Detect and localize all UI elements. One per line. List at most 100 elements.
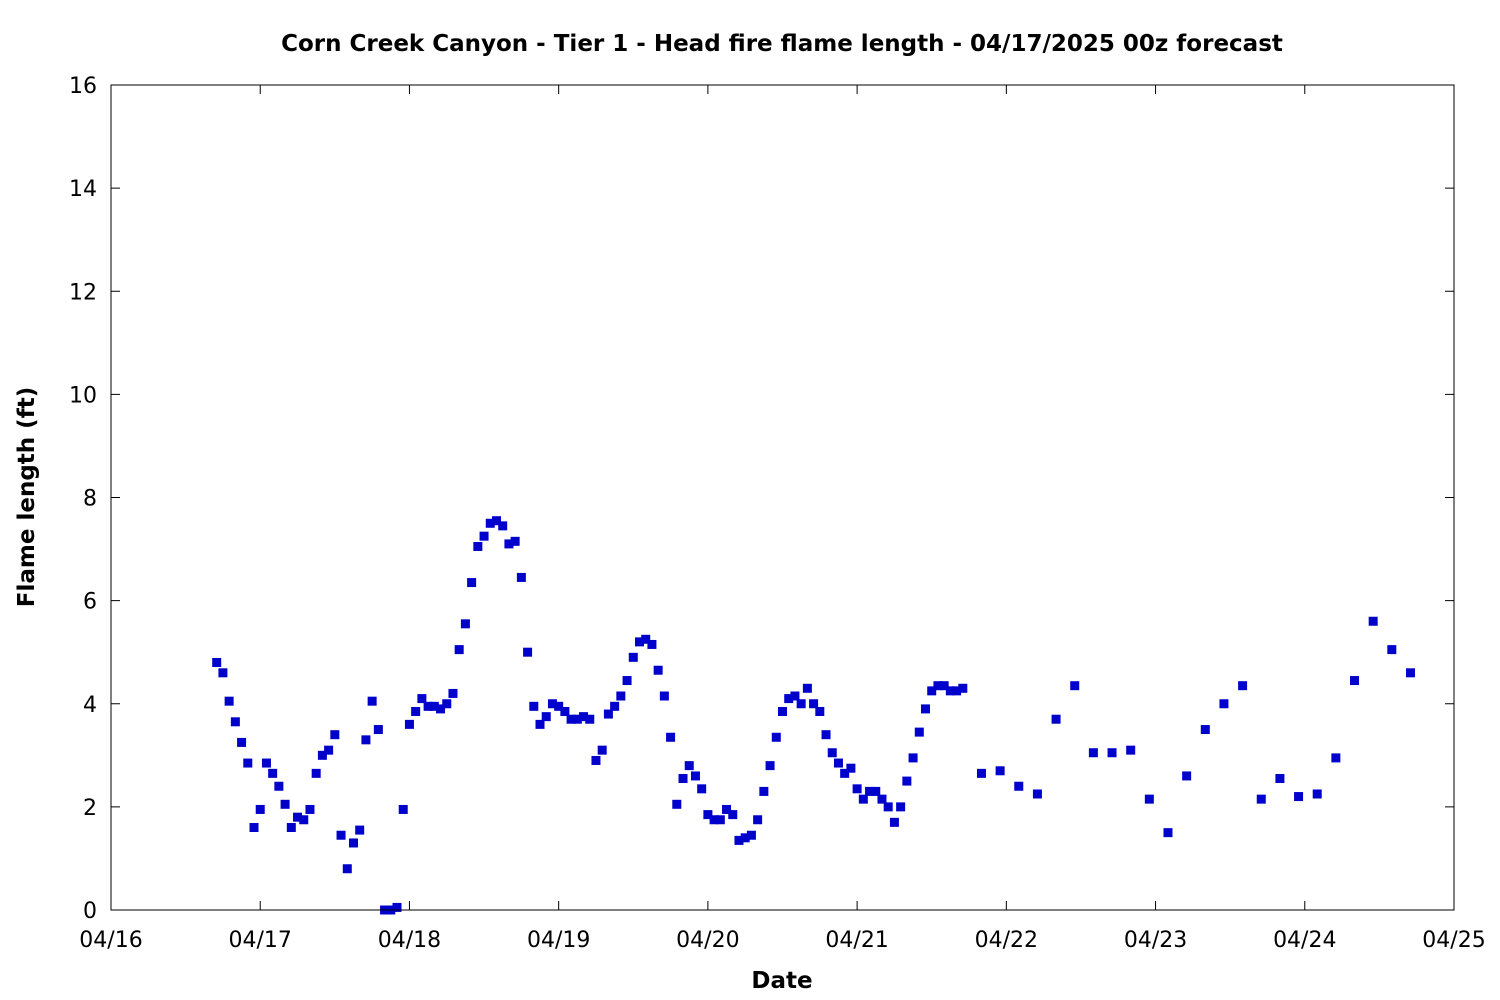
data-point (659, 691, 669, 701)
data-point (952, 686, 962, 696)
data-point (697, 784, 707, 794)
data-point (330, 730, 340, 740)
axis-ticks (110, 84, 1455, 911)
data-point (572, 714, 582, 724)
data-point (1256, 794, 1266, 804)
data-point (1331, 753, 1341, 763)
x-tick-label: 04/18 (378, 928, 441, 953)
data-point (1312, 789, 1322, 799)
data-point (404, 719, 414, 729)
x-tick-label: 04/16 (79, 928, 142, 953)
data-point (212, 658, 222, 667)
data-point (1144, 794, 1154, 804)
data-point (734, 835, 744, 845)
data-point (995, 766, 1005, 776)
data-point (1032, 789, 1042, 799)
data-point (373, 725, 383, 735)
data-point (927, 686, 937, 696)
plot-frame (110, 84, 1455, 911)
data-point (293, 812, 303, 822)
data-point (1107, 748, 1117, 758)
data-point (914, 727, 924, 737)
data-point (479, 531, 489, 541)
data-point (715, 815, 725, 825)
data-point (1294, 792, 1304, 802)
x-tick-label: 04/24 (1273, 928, 1336, 953)
data-point (1088, 748, 1098, 758)
data-point (1200, 725, 1210, 735)
y-axis-title: Flame length (ft) (14, 387, 40, 607)
data-point (815, 706, 825, 716)
data-point (921, 704, 931, 714)
data-point (790, 691, 800, 701)
data-point (261, 758, 271, 768)
data-point (1405, 668, 1415, 678)
data-point (1051, 714, 1061, 724)
data-point (1163, 828, 1173, 838)
data-point (324, 745, 334, 755)
data-point (1014, 781, 1024, 791)
data-point (218, 668, 228, 678)
data-point (1275, 774, 1285, 784)
data-point (1368, 616, 1378, 626)
data-point (877, 794, 887, 804)
data-point (678, 774, 688, 784)
data-point (280, 799, 290, 809)
data-point (852, 784, 862, 794)
data-point (778, 706, 787, 716)
data-point (610, 701, 620, 711)
data-point (597, 745, 607, 755)
data-point (821, 730, 831, 740)
data-point (436, 704, 446, 714)
data-point (703, 810, 713, 820)
data-point (1182, 771, 1192, 781)
data-point (908, 753, 918, 763)
data-point (342, 864, 352, 874)
x-tick-label: 04/25 (1422, 928, 1485, 953)
data-point (647, 639, 657, 649)
chart-title: Corn Creek Canyon - Tier 1 - Head fire f… (281, 31, 1283, 57)
data-point (840, 768, 850, 778)
data-point (585, 714, 595, 724)
data-point (429, 701, 439, 711)
data-point (740, 833, 750, 843)
data-point (672, 799, 682, 809)
data-point (535, 719, 545, 729)
data-point (237, 737, 247, 747)
data-point (827, 748, 837, 758)
data-point (753, 815, 763, 825)
data-point (355, 825, 365, 835)
data-point (541, 712, 551, 722)
data-point (448, 688, 458, 698)
data-point (616, 691, 626, 701)
data-point (771, 732, 781, 742)
y-tick-labels: 0 2 4 6 8 10 12 14 16 (69, 74, 97, 924)
data-point (249, 823, 259, 832)
y-tick-label: 0 (83, 899, 97, 924)
x-axis-title: Date (751, 968, 812, 994)
data-point (516, 572, 526, 582)
x-tick-label: 04/21 (825, 928, 888, 953)
x-tick-label: 04/19 (527, 928, 590, 953)
data-point (560, 706, 570, 716)
data-point (255, 804, 265, 814)
y-tick-label: 12 (69, 280, 97, 305)
data-point (945, 686, 955, 696)
data-point (765, 761, 775, 771)
data-point (833, 758, 843, 768)
data-point (865, 786, 875, 796)
data-point (666, 732, 676, 742)
data-point (846, 763, 856, 773)
data-point (722, 804, 732, 814)
y-tick-label: 10 (69, 383, 97, 408)
data-point (603, 709, 613, 719)
data-point (467, 578, 477, 588)
data-point (529, 701, 539, 711)
data-point (641, 634, 651, 644)
x-tick-labels: 04/16 04/17 04/18 04/19 04/20 04/21 04/22 04/23… (79, 928, 1485, 953)
data-point (796, 699, 806, 709)
data-point (759, 786, 769, 796)
data-point (802, 683, 812, 693)
data-point (690, 771, 700, 781)
